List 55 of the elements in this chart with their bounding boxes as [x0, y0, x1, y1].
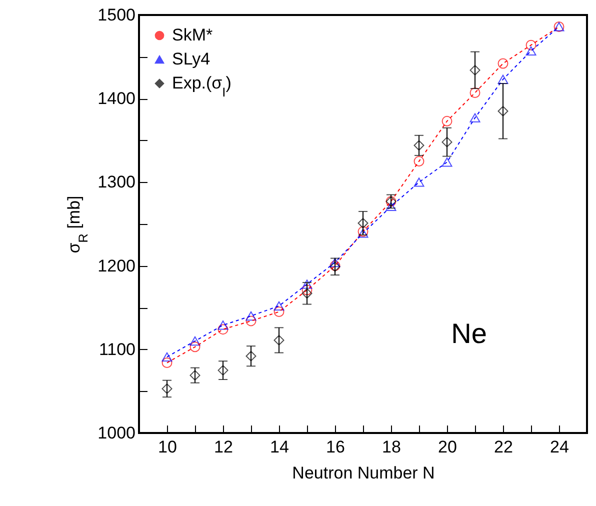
point: [218, 320, 228, 330]
point: [358, 228, 368, 238]
point: [162, 352, 172, 362]
point: [470, 88, 480, 98]
y-tick-label: 1400: [98, 89, 136, 108]
point: [442, 136, 452, 148]
x-tick-label: 12: [214, 438, 233, 456]
y-tick-label: 1100: [98, 340, 136, 359]
point: [190, 336, 200, 346]
annotation: Ne: [451, 318, 487, 349]
point: [526, 40, 536, 50]
point: [246, 350, 256, 362]
point: [190, 342, 200, 352]
point: [302, 288, 312, 299]
x-tick-label: 16: [326, 438, 345, 456]
x-tick-label: 20: [438, 438, 457, 456]
point: [218, 365, 228, 376]
y-tick-label: 1300: [98, 172, 136, 192]
point: [302, 280, 312, 289]
point: [274, 301, 284, 311]
point: [218, 324, 228, 335]
point: [414, 140, 424, 151]
point: [162, 383, 172, 394]
point: [414, 156, 424, 167]
x-tick-label: 10: [158, 438, 177, 456]
point: [526, 46, 536, 56]
point: [470, 113, 480, 122]
x-tick-label: 14: [270, 438, 289, 456]
point: [386, 202, 396, 212]
point: [246, 316, 256, 326]
point: [442, 116, 452, 126]
point: [358, 218, 368, 228]
point: [246, 311, 256, 321]
x-axis-title: Neutron Number N: [292, 464, 435, 482]
point: [470, 64, 480, 76]
x-tick-label: 24: [550, 438, 569, 456]
point: [330, 258, 340, 268]
point: [162, 358, 172, 368]
point: [274, 334, 284, 346]
point: [274, 306, 284, 318]
x-tick-label: 18: [382, 438, 401, 456]
y-tick-label: 1000: [98, 424, 136, 442]
legend-label: SkM*: [172, 26, 213, 44]
point: [498, 106, 508, 116]
y-tick-label: 1200: [98, 256, 136, 276]
x-tick-label: 22: [494, 438, 513, 456]
point: [190, 370, 200, 381]
legend-label: Exp.(σ$_{I}$): [172, 74, 232, 99]
point: [302, 284, 312, 296]
point: [442, 158, 452, 167]
y-tick-label: 1500: [98, 6, 136, 24]
point: [414, 178, 424, 187]
point: [498, 74, 508, 84]
legend-label: SLy4: [172, 50, 210, 68]
point: [498, 58, 508, 69]
